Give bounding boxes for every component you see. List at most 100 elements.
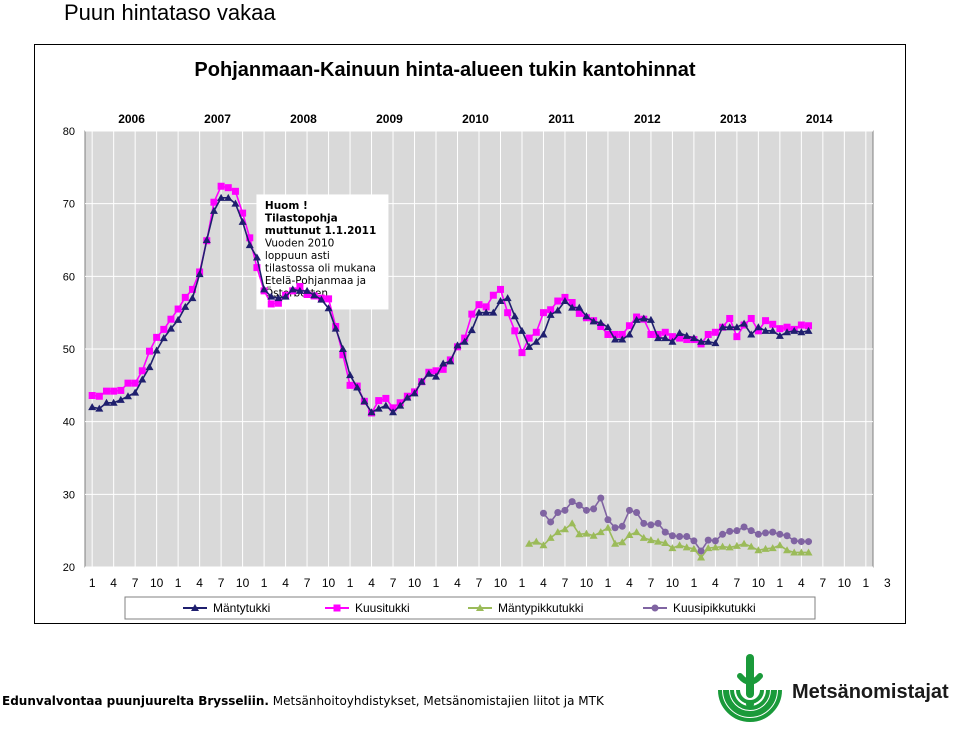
data-point-mantytukki xyxy=(88,403,97,411)
data-point-kuusitukki xyxy=(174,305,182,313)
data-point-kuusipikkutukki xyxy=(575,501,583,509)
data-point-mantypikkutukki xyxy=(711,543,720,551)
data-point-kuusipikkutukki xyxy=(640,519,648,527)
legend-marker-kuusitukki xyxy=(333,604,341,612)
data-point-kuusitukki xyxy=(489,291,497,299)
data-point-mantytukki xyxy=(145,363,154,371)
data-point-kuusitukki xyxy=(511,327,519,335)
data-point-kuusipikkutukki xyxy=(740,523,748,531)
data-point-mantypikkutukki xyxy=(618,538,627,546)
data-point-kuusipikkutukki xyxy=(554,509,562,516)
data-point-kuusipikkutukki xyxy=(539,509,547,517)
x-tick-label: 1 xyxy=(862,576,869,590)
data-point-kuusipikkutukki xyxy=(797,538,805,546)
data-point-mantytukki xyxy=(381,401,390,409)
data-point-mantytukki xyxy=(546,310,555,318)
data-point-mantytukki xyxy=(625,330,634,338)
data-point-mantypikkutukki xyxy=(575,530,584,538)
data-point-kuusitukki xyxy=(88,392,96,400)
logo-text: Metsänomistajat xyxy=(792,681,949,703)
data-point-mantytukki xyxy=(367,408,376,416)
footer-rest: Metsänhoitoyhdistykset, Metsänomistajien… xyxy=(268,694,604,708)
data-point-kuusitukki xyxy=(138,367,146,375)
legend-label-kuusitukki: Kuusitukki xyxy=(355,601,410,615)
x-tick-label: 1 xyxy=(347,576,354,590)
y-tick-label: 40 xyxy=(63,417,75,429)
data-point-mantypikkutukki xyxy=(704,544,713,552)
data-point-mantypikkutukki xyxy=(525,539,534,547)
data-point-kuusitukki xyxy=(769,320,777,328)
data-point-kuusipikkutukki xyxy=(754,530,762,538)
x-tick-label: 10 xyxy=(838,576,852,590)
data-point-kuusitukki xyxy=(124,379,132,387)
data-point-mantytukki xyxy=(102,398,111,406)
data-point-mantytukki xyxy=(467,326,476,334)
data-point-kuusitukki xyxy=(102,387,110,395)
data-point-kuusitukki xyxy=(95,392,103,400)
data-point-mantytukki xyxy=(668,337,677,345)
data-point-mantytukki xyxy=(790,326,799,334)
data-point-kuusitukki xyxy=(303,291,311,298)
x-tick-label: 10 xyxy=(666,576,680,590)
data-point-mantypikkutukki xyxy=(725,543,734,551)
data-point-kuusitukki xyxy=(496,285,504,293)
x-tick-label: 7 xyxy=(476,576,483,590)
x-tick-label: 7 xyxy=(562,576,569,590)
data-point-mantytukki xyxy=(166,324,175,332)
slide-title: Puun hintataso vakaa xyxy=(64,0,276,25)
x-tick-label: 4 xyxy=(626,576,633,590)
data-point-mantypikkutukki xyxy=(596,528,605,536)
year-label: 2009 xyxy=(376,112,403,126)
y-tick-label: 70 xyxy=(63,199,75,211)
data-point-mantytukki xyxy=(389,408,398,416)
data-point-kuusitukki xyxy=(604,330,612,338)
data-point-mantytukki xyxy=(310,291,319,299)
data-point-mantytukki xyxy=(188,294,197,302)
data-point-mantytukki xyxy=(754,323,763,331)
x-tick-label: 4 xyxy=(798,576,805,590)
data-point-mantypikkutukki xyxy=(532,537,541,545)
data-point-mantytukki xyxy=(675,329,684,337)
data-point-mantytukki xyxy=(732,323,741,331)
data-point-kuusitukki xyxy=(160,325,168,333)
data-point-kuusitukki xyxy=(747,314,755,322)
annotation-box xyxy=(256,194,389,310)
data-point-mantytukki xyxy=(603,323,612,331)
data-point-kuusipikkutukki xyxy=(668,532,676,540)
x-tick-label: 10 xyxy=(236,576,250,590)
year-label: 2011 xyxy=(548,112,574,126)
data-point-kuusitukki xyxy=(389,404,397,412)
data-point-kuusipikkutukki xyxy=(697,547,705,555)
footer-bold: Edunvalvontaa puunjuurelta Brysseliin. xyxy=(2,694,269,708)
data-point-kuusitukki xyxy=(346,381,354,389)
data-point-kuusitukki xyxy=(647,330,655,338)
x-tick-label: 4 xyxy=(712,576,719,590)
data-point-kuusitukki xyxy=(131,379,139,387)
x-tick-label: 3 xyxy=(884,576,891,590)
data-point-mantytukki xyxy=(209,206,218,214)
data-point-mantytukki xyxy=(539,330,548,338)
data-point-mantypikkutukki xyxy=(654,537,663,545)
data-point-mantypikkutukki xyxy=(611,539,620,547)
x-tick-label: 4 xyxy=(540,576,547,590)
y-tick-label: 50 xyxy=(63,344,75,356)
data-point-kuusipikkutukki xyxy=(676,532,684,540)
data-point-kuusitukki xyxy=(554,297,562,305)
data-point-kuusitukki xyxy=(246,234,254,242)
data-point-mantypikkutukki xyxy=(740,539,749,547)
data-point-mantypikkutukki xyxy=(682,543,691,551)
x-tick-label: 1 xyxy=(519,576,526,590)
data-point-kuusitukki xyxy=(504,309,512,317)
data-point-mantytukki xyxy=(611,335,620,343)
data-point-mantytukki xyxy=(596,318,605,326)
data-point-mantypikkutukki xyxy=(589,531,598,539)
data-point-mantytukki xyxy=(417,377,426,385)
year-label: 2010 xyxy=(462,112,489,126)
data-point-mantytukki xyxy=(346,371,355,379)
x-tick-label: 7 xyxy=(132,576,139,590)
data-point-mantytukki xyxy=(553,306,562,314)
data-point-kuusipikkutukki xyxy=(733,527,741,535)
data-point-mantytukki xyxy=(217,193,226,201)
data-point-mantytukki xyxy=(274,294,283,302)
data-point-mantytukki xyxy=(446,357,455,365)
